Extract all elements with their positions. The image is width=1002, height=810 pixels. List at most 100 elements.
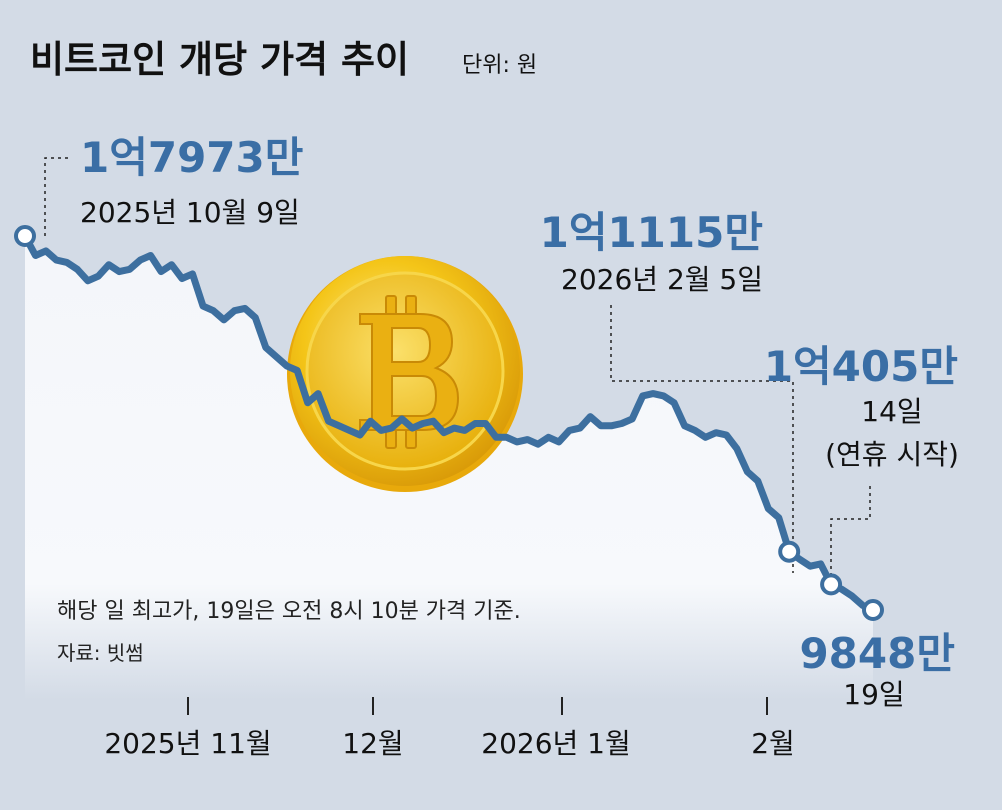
- price-point: [714, 431, 718, 435]
- annotation-feb14-note: (연휴 시작): [825, 438, 959, 471]
- price-point: [536, 442, 540, 446]
- price-point: [547, 435, 550, 439]
- price-point: [452, 426, 456, 430]
- price-point: [44, 249, 48, 253]
- price-point: [819, 562, 823, 566]
- price-point: [756, 479, 760, 483]
- price-point: [96, 274, 100, 278]
- price-point: [599, 424, 603, 428]
- price-point: [285, 364, 289, 368]
- price-point: [400, 417, 404, 421]
- leader-line-peak: [44, 157, 70, 236]
- price-point: [442, 431, 446, 435]
- price-point: [295, 369, 299, 372]
- price-point: [609, 424, 613, 428]
- bitcoin-coin-icon: [287, 256, 523, 492]
- price-point: [494, 435, 498, 439]
- price-point: [128, 267, 132, 271]
- price-point: [138, 258, 142, 262]
- price-point: [704, 435, 707, 439]
- price-point: [316, 392, 320, 396]
- price-point: [567, 428, 571, 432]
- price-point: [515, 440, 519, 444]
- price-point: [473, 422, 477, 425]
- price-point: [662, 394, 666, 398]
- price-point: [431, 419, 435, 423]
- price-point: [348, 428, 351, 432]
- price-point: [766, 507, 770, 511]
- price-point: [253, 316, 257, 320]
- price-point: [651, 392, 655, 396]
- marker-peak: [14, 225, 36, 247]
- price-point: [170, 263, 174, 267]
- annotation-feb5-value: 1억1115만: [540, 208, 763, 257]
- price-point: [54, 258, 58, 262]
- price-point: [588, 415, 592, 419]
- price-point: [808, 564, 812, 568]
- price-point: [410, 426, 414, 430]
- marker-feb19: [862, 599, 884, 621]
- price-point: [630, 417, 634, 421]
- annotation-feb5-date: 2026년 2월 5일: [561, 263, 763, 296]
- price-point: [86, 279, 90, 283]
- price-point: [389, 426, 393, 430]
- price-points: [23, 234, 875, 612]
- price-point: [159, 270, 163, 274]
- price-point: [505, 435, 509, 439]
- x-tick-label: 2025년 11월: [104, 727, 271, 760]
- price-point: [463, 428, 467, 432]
- price-point: [180, 277, 184, 280]
- x-axis: 2025년 11월 12월 2026년 1월 2월: [104, 697, 795, 760]
- price-point: [264, 346, 268, 349]
- price-point: [327, 419, 331, 423]
- price-point: [232, 309, 236, 313]
- price-point: [735, 447, 739, 451]
- x-tick-label: 2월: [751, 727, 795, 760]
- price-point: [369, 419, 372, 423]
- annotation-feb19-value: 9848만: [799, 629, 955, 678]
- leader-line-feb5: [610, 305, 794, 573]
- price-point: [274, 355, 278, 359]
- price-point: [421, 422, 425, 425]
- annotation-feb14-value: 1억405만: [764, 342, 958, 391]
- price-point: [578, 426, 582, 430]
- price-point: [693, 428, 697, 432]
- price-point: [777, 516, 781, 520]
- price-point: [337, 424, 341, 428]
- price-line: [21, 232, 877, 614]
- price-point: [850, 594, 854, 598]
- x-tick-label: 2026년 1월: [481, 727, 631, 760]
- source: 자료: 빗썸: [57, 641, 144, 665]
- price-point: [672, 401, 676, 405]
- price-point: [75, 267, 79, 271]
- price-point: [243, 306, 247, 310]
- unit-label: 단위: 원: [462, 53, 537, 78]
- price-point: [745, 470, 749, 474]
- price-point: [484, 422, 488, 425]
- price-point: [222, 318, 226, 322]
- x-tick-label: 12월: [342, 727, 403, 760]
- annotation-peak-value: 1억7973만: [80, 133, 303, 182]
- price-point: [379, 428, 383, 432]
- leader-line-feb14: [830, 484, 871, 583]
- annotation-peak-date: 2025년 10월 9일: [80, 196, 300, 229]
- price-point: [191, 272, 194, 276]
- price-point: [306, 401, 310, 405]
- footnote: 해당 일 최고가, 19일은 오전 8시 10분 가격 기준.: [57, 599, 521, 624]
- price-point: [557, 440, 561, 444]
- price-point: [526, 438, 529, 442]
- annotation-feb14-date: 14일: [861, 395, 922, 428]
- price-point: [107, 263, 111, 267]
- price-point: [211, 309, 215, 313]
- price-point: [149, 254, 153, 257]
- price-point: [724, 433, 728, 437]
- annotation-feb19-date: 19일: [843, 678, 904, 711]
- marker-feb5: [778, 540, 801, 563]
- price-point: [358, 433, 362, 437]
- price-point: [620, 422, 624, 425]
- price-point: [117, 270, 121, 274]
- price-point: [641, 394, 645, 398]
- price-point: [683, 424, 687, 428]
- price-point: [201, 304, 205, 308]
